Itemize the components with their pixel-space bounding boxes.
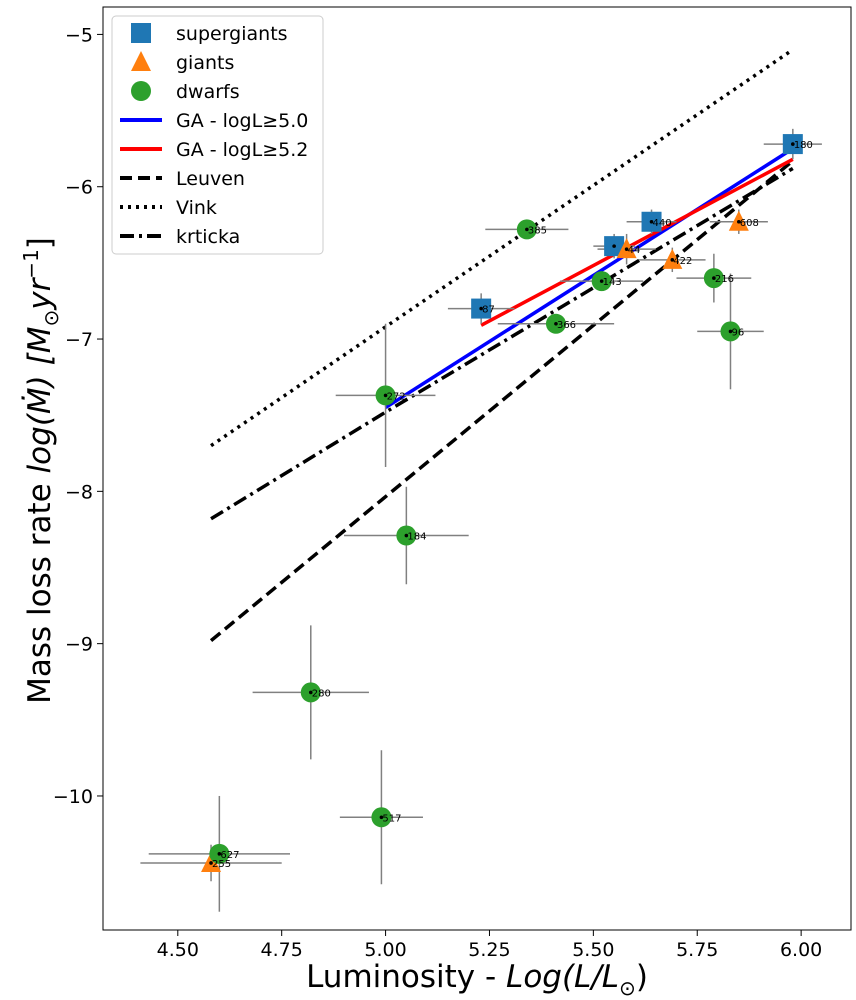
legend-label: Leuven <box>176 168 245 190</box>
point-label: 517 <box>382 813 401 824</box>
point-labels: 180 440 87 608 422 44 255 385 143 366 216 96 272 184 2… <box>212 140 813 870</box>
legend-label: GA - logL≥5.2 <box>176 139 308 161</box>
legend-swatch-marker <box>131 51 151 71</box>
y-tick-label: −6 <box>65 177 93 199</box>
legend-label: giants <box>176 52 234 74</box>
point-center <box>404 533 409 538</box>
axis-ticks: 4.50 4.75 5.00 5.25 5.50 5.75 6.00 −10 −9 −8 −7 −6 −… <box>53 24 822 961</box>
x-axis-label-prefix: Luminosity - <box>306 959 506 995</box>
point-center <box>624 247 629 251</box>
point-center <box>209 861 213 865</box>
legend-label: krticka <box>176 226 240 248</box>
line-krticka <box>210 166 794 521</box>
point-label: 366 <box>557 320 576 331</box>
point-center <box>712 276 716 280</box>
point-label: 272 <box>387 391 406 402</box>
x-tick-label: 5.50 <box>572 939 614 961</box>
point-center <box>479 306 483 311</box>
point-label: 385 <box>528 225 547 236</box>
x-tick-label: 6.00 <box>780 939 822 961</box>
y-tick-label: −5 <box>65 24 93 46</box>
point-label: 216 <box>715 274 734 285</box>
y-axis-label-math: log(Ṁ) [M <box>22 327 58 474</box>
x-axis-label-math: Log(L/L <box>506 959 619 995</box>
point-center <box>525 227 529 232</box>
legend-label: GA - logL≥5.0 <box>176 110 308 132</box>
y-axis-label-mid: yr <box>22 276 58 310</box>
point-label: 255 <box>212 859 231 870</box>
point-center <box>791 142 795 146</box>
point-center <box>670 258 675 262</box>
point-center <box>728 329 733 334</box>
y-tick-label: −8 <box>65 481 93 503</box>
legend-label: dwarfs <box>176 81 240 103</box>
legend-label: Vink <box>176 197 217 219</box>
x-tick-label: 5.75 <box>676 939 718 961</box>
y-axis-label-prefix: Mass loss rate <box>22 473 58 703</box>
point-label: 180 <box>794 140 813 151</box>
point-center <box>599 279 604 283</box>
point-center <box>737 219 741 224</box>
point-label: 280 <box>312 688 331 699</box>
y-tick-label: −9 <box>65 634 93 656</box>
y-axis-label-sup: −1 <box>19 249 43 278</box>
data-markers <box>201 134 803 872</box>
x-tick-label: 5.00 <box>364 939 406 961</box>
x-axis-label-sub: ⊙ <box>619 976 636 1000</box>
point-label: 44 <box>628 245 641 256</box>
point-center <box>379 815 384 820</box>
y-axis-label: Mass loss rate log(Ṁ) [M⊙yr−1] <box>19 237 63 704</box>
legend: supergiants giants dwarfs GA - logL≥5.0 GA -… <box>111 15 324 255</box>
point-label: 184 <box>407 532 426 543</box>
point-center <box>383 393 388 398</box>
point-label: 87 <box>482 305 495 316</box>
line-vink <box>210 48 794 448</box>
point-label: 422 <box>673 256 692 267</box>
point-center <box>554 322 558 326</box>
y-tick-label: −10 <box>53 786 93 808</box>
point-label: 440 <box>653 218 672 229</box>
y-tick-label: −7 <box>65 329 93 351</box>
point-center <box>612 244 616 248</box>
point-center <box>308 690 313 695</box>
x-tick-label: 4.50 <box>157 939 199 961</box>
point-label: 143 <box>603 277 622 288</box>
legend-box <box>111 15 324 255</box>
model-lines <box>209 48 794 642</box>
line-ga-logl-5-2 <box>480 157 794 327</box>
point-center <box>649 219 654 224</box>
x-tick-label: 5.25 <box>468 939 510 961</box>
y-axis-label-close: ] <box>22 237 58 249</box>
line-ga-logl-5-0 <box>384 147 794 410</box>
y-axis-label-sub: ⊙ <box>39 310 63 327</box>
plot-area <box>102 6 852 931</box>
legend-label: supergiants <box>176 23 288 45</box>
point-label: 96 <box>731 327 744 338</box>
point-label: 627 <box>220 850 239 861</box>
point-center <box>217 852 222 856</box>
legend-swatch-marker <box>131 23 151 43</box>
legend-swatch-marker <box>131 81 151 101</box>
x-axis-label: Luminosity - Log(L/L⊙) <box>306 959 648 1000</box>
x-tick-label: 4.75 <box>261 939 303 961</box>
point-label: 608 <box>740 218 759 229</box>
x-axis-label-close: ) <box>636 959 648 995</box>
